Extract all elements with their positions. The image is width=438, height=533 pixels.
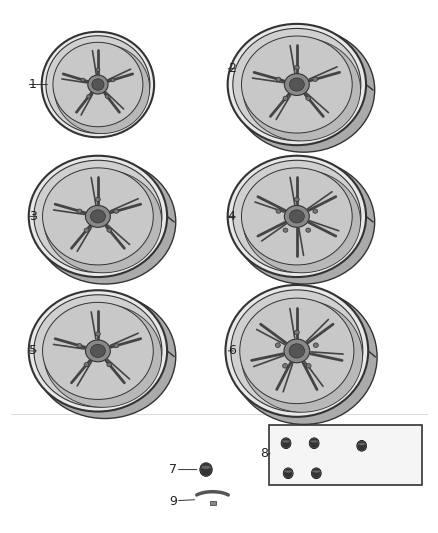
Ellipse shape: [276, 343, 280, 348]
Ellipse shape: [357, 441, 367, 451]
Ellipse shape: [284, 206, 309, 227]
Ellipse shape: [54, 44, 150, 134]
Ellipse shape: [34, 295, 162, 407]
Text: 4: 4: [228, 210, 236, 223]
Ellipse shape: [92, 79, 104, 90]
Ellipse shape: [42, 302, 153, 399]
Bar: [269, 425, 422, 486]
Ellipse shape: [243, 169, 360, 273]
Ellipse shape: [84, 362, 89, 367]
Ellipse shape: [29, 290, 167, 411]
Ellipse shape: [283, 468, 293, 479]
Ellipse shape: [284, 470, 292, 473]
Ellipse shape: [95, 197, 100, 201]
Ellipse shape: [34, 160, 176, 284]
Ellipse shape: [233, 160, 374, 284]
Ellipse shape: [231, 290, 363, 412]
Ellipse shape: [107, 228, 112, 232]
Ellipse shape: [283, 364, 288, 368]
Ellipse shape: [310, 440, 318, 443]
Ellipse shape: [358, 442, 366, 446]
Ellipse shape: [241, 168, 352, 265]
Ellipse shape: [313, 209, 318, 213]
Ellipse shape: [290, 78, 304, 91]
Ellipse shape: [90, 344, 106, 358]
Ellipse shape: [306, 228, 311, 232]
Ellipse shape: [87, 95, 91, 98]
Text: 8: 8: [260, 447, 268, 460]
Ellipse shape: [243, 38, 360, 141]
Ellipse shape: [77, 344, 82, 348]
Ellipse shape: [240, 298, 354, 403]
Ellipse shape: [201, 465, 211, 469]
Ellipse shape: [294, 197, 299, 201]
Ellipse shape: [200, 463, 212, 476]
Ellipse shape: [85, 340, 110, 362]
Bar: [210, 500, 215, 505]
Ellipse shape: [84, 228, 89, 232]
Ellipse shape: [90, 210, 106, 223]
Ellipse shape: [281, 438, 291, 448]
Ellipse shape: [284, 339, 310, 363]
Ellipse shape: [233, 28, 374, 152]
Ellipse shape: [289, 344, 304, 358]
Ellipse shape: [233, 28, 361, 141]
Ellipse shape: [95, 332, 100, 336]
Ellipse shape: [42, 168, 153, 265]
Ellipse shape: [44, 304, 162, 407]
Text: 6: 6: [228, 344, 236, 358]
Ellipse shape: [290, 210, 304, 223]
Ellipse shape: [312, 470, 320, 473]
Ellipse shape: [46, 36, 150, 133]
Ellipse shape: [105, 95, 109, 98]
Ellipse shape: [283, 96, 288, 100]
Ellipse shape: [306, 364, 311, 368]
Ellipse shape: [231, 289, 377, 424]
Text: 5: 5: [29, 344, 37, 358]
Ellipse shape: [282, 440, 290, 443]
Ellipse shape: [114, 344, 119, 348]
Text: 7: 7: [169, 463, 177, 476]
Ellipse shape: [294, 330, 299, 335]
Ellipse shape: [88, 75, 108, 94]
Ellipse shape: [283, 228, 288, 232]
Ellipse shape: [34, 294, 176, 418]
Ellipse shape: [228, 24, 366, 145]
Ellipse shape: [42, 32, 154, 138]
Ellipse shape: [241, 36, 352, 133]
Ellipse shape: [29, 156, 167, 277]
Ellipse shape: [276, 209, 281, 213]
Ellipse shape: [77, 209, 82, 213]
Ellipse shape: [44, 169, 162, 273]
Ellipse shape: [85, 206, 110, 227]
Ellipse shape: [294, 66, 299, 70]
Ellipse shape: [81, 78, 85, 82]
Ellipse shape: [228, 156, 366, 277]
Ellipse shape: [226, 285, 368, 417]
Ellipse shape: [276, 77, 281, 82]
Ellipse shape: [107, 362, 112, 367]
Text: 2: 2: [228, 62, 236, 75]
Ellipse shape: [309, 438, 319, 448]
Text: 3: 3: [29, 210, 37, 223]
Ellipse shape: [111, 78, 115, 82]
Ellipse shape: [311, 468, 321, 479]
Ellipse shape: [114, 209, 119, 213]
Ellipse shape: [313, 343, 318, 348]
Text: 9: 9: [169, 495, 177, 508]
Ellipse shape: [96, 68, 100, 71]
Ellipse shape: [306, 96, 311, 100]
Ellipse shape: [34, 160, 162, 272]
Ellipse shape: [241, 300, 363, 412]
Ellipse shape: [53, 42, 143, 127]
Text: 1: 1: [29, 78, 37, 91]
Ellipse shape: [313, 77, 318, 82]
Ellipse shape: [233, 160, 361, 272]
Ellipse shape: [284, 74, 309, 95]
